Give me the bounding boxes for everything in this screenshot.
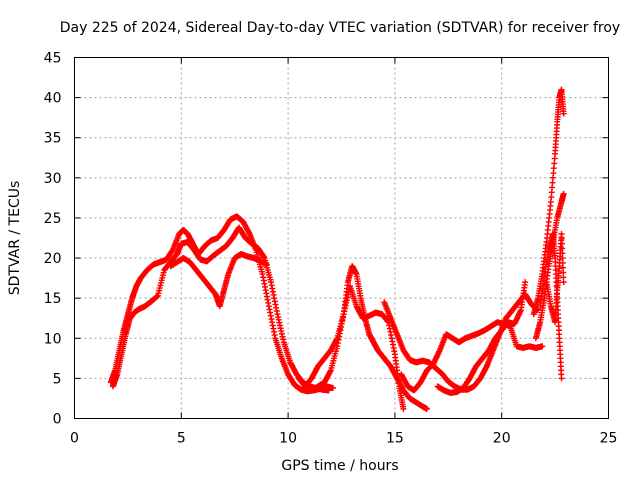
x-tick-label: 20 [493,431,511,447]
y-tick-label: 15 [44,291,62,307]
chart-title: Day 225 of 2024, Sidereal Day-to-day VTE… [60,20,620,36]
data-point [325,387,332,394]
y-tick-label: 30 [44,171,62,187]
series-track-5 [295,283,407,412]
x-axis-label: GPS time / hours [281,458,398,474]
data-point [522,279,529,286]
x-tick-label: 5 [177,431,186,447]
series-track-12 [543,230,567,326]
data-point [400,405,407,412]
y-tick-label: 25 [44,211,62,227]
data-point [263,261,270,268]
data-point [539,343,546,350]
plot-frame [74,57,609,419]
series-track-10 [532,190,567,342]
series-track-1 [107,213,336,395]
series-track-3 [167,251,270,310]
y-tick-label: 45 [44,51,62,67]
x-tick-label: 10 [279,431,297,447]
data-points [107,86,567,412]
data-point [329,385,336,392]
x-tick-label: 0 [70,431,79,447]
data-point [423,405,430,412]
grid-lines [74,57,609,419]
data-point [560,190,567,197]
series-track-11 [537,230,565,382]
y-tick-label: 5 [53,371,62,387]
y-tick-label: 20 [44,251,62,267]
y-tick-label: 0 [53,412,62,428]
y-tick-label: 35 [44,131,62,147]
y-tick-label: 40 [44,91,62,107]
x-tick-label: 25 [600,431,618,447]
axis-ticks: 0 5 10 15 20 25 0 5 10 15 20 25 30 35 40 45 [44,51,618,447]
x-tick-label: 15 [386,431,404,447]
series-track-8 [434,279,529,396]
data-point [558,375,565,382]
y-tick-label: 10 [44,331,62,347]
data-point [560,110,567,117]
y-axis-label: SDTVAR / TECUs [7,181,23,296]
data-point [560,279,567,286]
